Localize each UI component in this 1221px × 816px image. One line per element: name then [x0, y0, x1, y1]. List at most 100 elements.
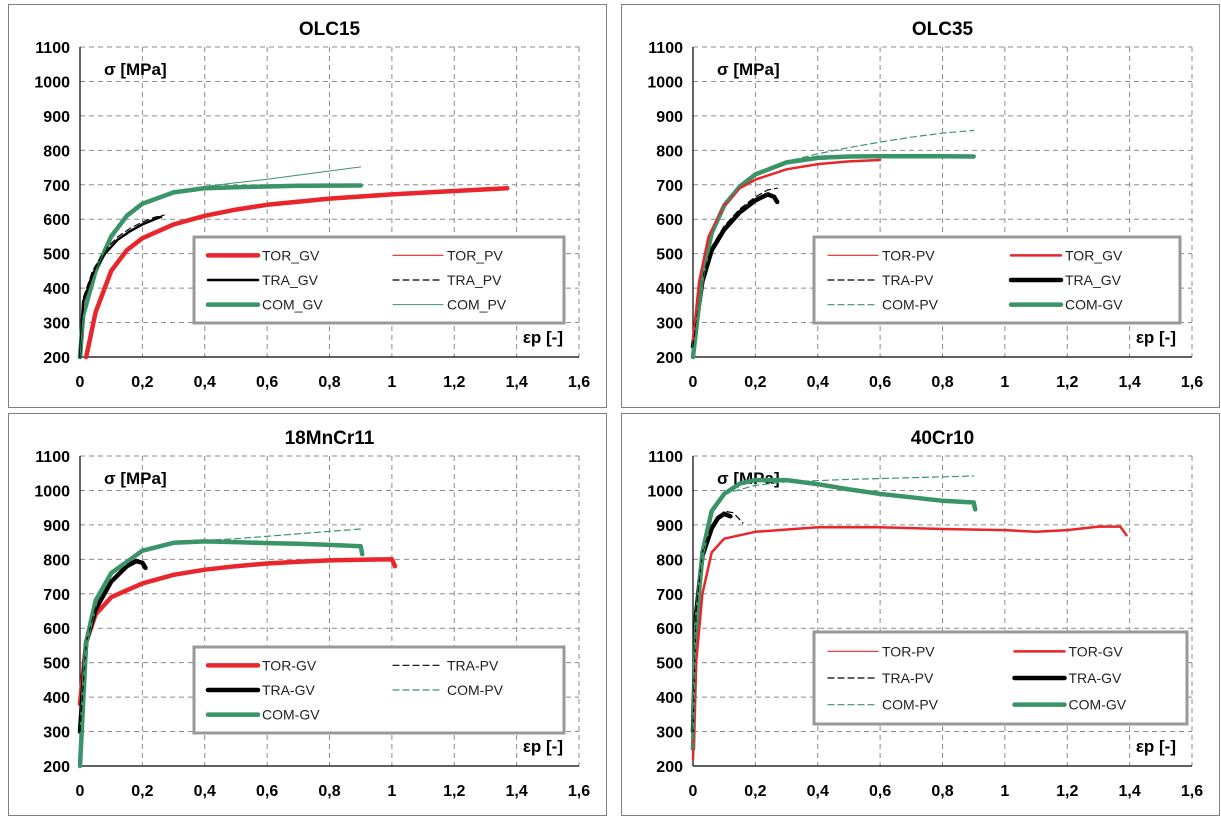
y-tick-label: 200 — [43, 759, 70, 776]
x-tick-label: 1 — [1000, 374, 1009, 391]
chart-olc35: OLC35 0 0,2 0,4 0,6 0,8 1 1,2 1,4 1,6 200 300 400 500… — [647, 19, 1203, 391]
y-tick-label: 400 — [656, 281, 683, 298]
y-tick-label: 200 — [656, 350, 683, 367]
x-tick-label: 1 — [1000, 783, 1009, 800]
x-tick-label: 1 — [387, 374, 396, 391]
y-tick-label: 900 — [43, 109, 70, 126]
y-axis-label: σ [MPa] — [717, 60, 780, 79]
x-tick-label: 0,8 — [318, 783, 340, 800]
y-tick-label: 500 — [43, 656, 70, 673]
legend-label: TOR-GV — [1069, 643, 1124, 659]
series-line-tra-gv — [78, 215, 163, 359]
chart-panel-olc15: OLC15 0 0,2 0,4 0,6 0,8 1 1,2 1,4 1,6 200 300 400 500… — [8, 4, 607, 408]
y-axis-label: σ [MPa] — [104, 60, 167, 79]
x-tick-label: 1 — [387, 783, 396, 800]
x-axis-label: εp [-] — [1136, 737, 1176, 756]
y-tick-label: 700 — [43, 178, 70, 195]
chart-panel-18mncr11: 18MnCr11 0 0,2 0,4 0,6 0,8 1 1,2 1,4 1,6 200 300 400… — [8, 413, 607, 816]
y-tick-label: 300 — [656, 316, 683, 333]
legend-label: TOR_GV — [262, 247, 320, 263]
legend-label: COM-GV — [262, 707, 320, 723]
y-tick-label: 800 — [43, 143, 70, 160]
y-tick-label: 1100 — [648, 449, 683, 466]
y-tick-label: 500 — [43, 247, 70, 264]
chart-40cr10: 40Cr10 0 0,2 0,4 0,6 0,8 1 1,2 1,4 1,6 200 300 400 50… — [647, 428, 1203, 800]
x-tick-label: 1,6 — [1181, 374, 1203, 391]
y-tick-label: 400 — [43, 690, 70, 707]
chart-title: 18MnCr11 — [285, 428, 375, 449]
y-tick-label: 200 — [43, 350, 70, 367]
y-tick-label: 1000 — [647, 74, 683, 91]
x-tick-label: 1,6 — [568, 783, 590, 800]
x-tick-label: 0,4 — [807, 374, 829, 391]
x-tick-label: 1,2 — [1056, 783, 1078, 800]
x-tick-label: 0,4 — [194, 783, 216, 800]
x-tick-label: 0,6 — [256, 783, 278, 800]
legend-label: TRA-GV — [262, 682, 316, 698]
chart-18mncr11: 18MnCr11 0 0,2 0,4 0,6 0,8 1 1,2 1,4 1,6 200 300 400… — [34, 428, 590, 800]
legend-box — [812, 235, 1182, 325]
legend-label: TOR-PV — [882, 643, 935, 659]
x-tick-label: 0,8 — [931, 783, 953, 800]
legend-label: TRA_GV — [262, 272, 319, 288]
y-tick-label: 200 — [656, 759, 683, 776]
y-tick-label: 800 — [656, 552, 683, 569]
series-line-tra-pv — [79, 214, 165, 358]
y-tick-label: 300 — [43, 316, 70, 333]
legend-label: COM_GV — [262, 297, 323, 313]
y-tick-label: 600 — [656, 621, 683, 638]
series-line-tra-pv — [692, 187, 778, 348]
y-tick-label: 300 — [43, 725, 70, 742]
legend-label: TOR-PV — [882, 247, 935, 263]
legend-label: TOR_PV — [447, 247, 503, 263]
series-line-com-pv — [79, 166, 362, 358]
legend-label: COM-PV — [882, 697, 939, 713]
series-line-com-pv — [692, 475, 975, 750]
series-line-com-pv — [79, 528, 362, 767]
x-tick-label: 1,6 — [568, 374, 590, 391]
y-tick-label: 800 — [43, 552, 70, 569]
x-tick-label: 1,4 — [1119, 783, 1141, 800]
series-line-tor-gv — [77, 557, 398, 707]
legend-label: COM-PV — [447, 682, 504, 698]
legend-label: TRA-PV — [882, 670, 934, 686]
series-line-tor-pv — [85, 187, 508, 358]
y-tick-label: 1100 — [35, 40, 70, 57]
y-tick-label: 700 — [43, 587, 70, 604]
y-tick-label: 900 — [656, 518, 683, 535]
x-tick-label: 0,2 — [131, 374, 153, 391]
x-tick-label: 1,6 — [1181, 783, 1203, 800]
chart-olc15: OLC15 0 0,2 0,4 0,6 0,8 1 1,2 1,4 1,6 200 300 400 500… — [34, 19, 590, 391]
legend-label: TRA_PV — [447, 272, 502, 288]
y-tick-label: 1100 — [35, 449, 70, 466]
x-tick-label: 0 — [76, 374, 85, 391]
x-tick-label: 1,4 — [1119, 374, 1141, 391]
chart-panel-olc35: OLC35 0 0,2 0,4 0,6 0,8 1 1,2 1,4 1,6 200 300 400 500… — [621, 4, 1220, 408]
x-tick-label: 0 — [689, 374, 698, 391]
chart-title: OLC15 — [299, 19, 361, 40]
legend-label: TRA-PV — [447, 657, 499, 673]
x-axis-label: εp [-] — [523, 328, 563, 347]
x-axis-label: εp [-] — [1136, 328, 1176, 347]
y-tick-label: 1000 — [647, 483, 683, 500]
x-tick-label: 1,4 — [506, 374, 528, 391]
legend-label: TOR-GV — [262, 657, 317, 673]
legend-label: COM-PV — [882, 297, 939, 313]
x-axis-label: εp [-] — [523, 737, 563, 756]
y-axis-label: σ [MPa] — [104, 469, 167, 488]
x-tick-label: 0,6 — [869, 374, 891, 391]
y-tick-label: 1100 — [648, 40, 683, 57]
y-tick-label: 1000 — [34, 483, 70, 500]
x-tick-label: 0,2 — [744, 374, 766, 391]
y-tick-label: 1000 — [34, 74, 70, 91]
legend-label: TRA_GV — [1065, 272, 1122, 288]
legend-label: COM-GV — [1065, 297, 1123, 313]
y-tick-label: 800 — [656, 143, 683, 160]
legend-box — [812, 630, 1189, 726]
series-line-tor-pv — [692, 525, 1128, 760]
legend-label: TRA-GV — [1069, 670, 1123, 686]
x-tick-label: 0,6 — [869, 783, 891, 800]
y-tick-label: 600 — [656, 212, 683, 229]
x-tick-label: 0 — [689, 783, 698, 800]
legend-label: TOR_GV — [1065, 247, 1123, 263]
